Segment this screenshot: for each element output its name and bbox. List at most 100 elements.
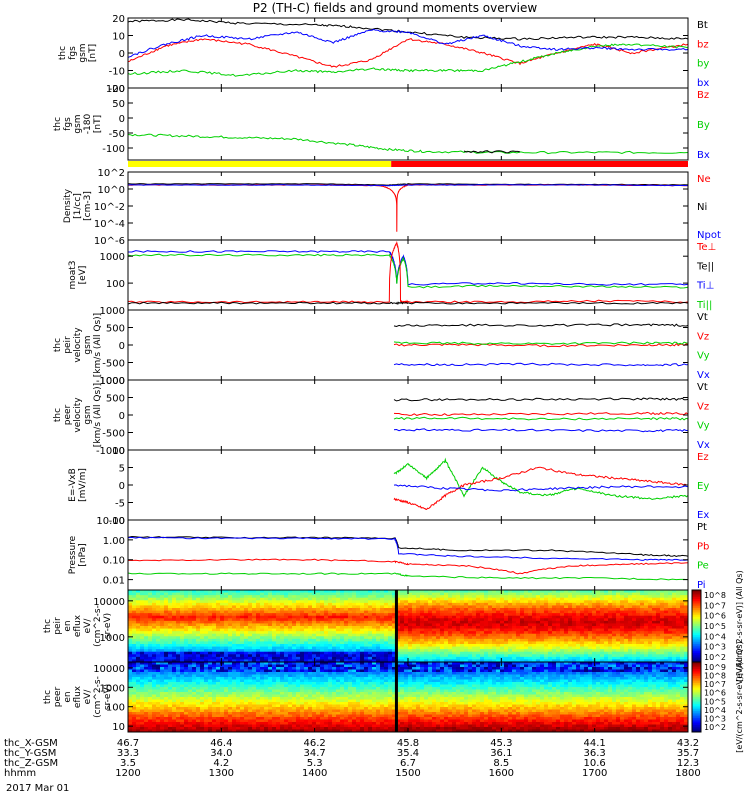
heatmap-cell	[220, 613, 225, 617]
heatmap-cell	[396, 600, 401, 604]
heatmap-cell	[160, 608, 165, 611]
heatmap-cell	[648, 641, 653, 645]
heatmap-cell	[580, 659, 585, 663]
heatmap-cell	[460, 646, 465, 650]
heatmap-cell	[384, 641, 389, 645]
heatmap-cell	[136, 597, 141, 601]
heatmap-cell	[408, 654, 413, 658]
heatmap-cell	[172, 592, 177, 596]
heatmap-cell	[216, 684, 221, 688]
heatmap-cell	[364, 644, 369, 647]
heatmap-cell	[320, 623, 325, 627]
heatmap-cell	[604, 644, 609, 647]
heatmap-cell	[428, 592, 433, 596]
heatmap-cell	[564, 615, 569, 619]
heatmap-cell	[136, 714, 141, 718]
heatmap-cell	[364, 592, 369, 596]
heatmap-cell	[172, 600, 177, 604]
heatmap-cell	[424, 651, 429, 655]
heatmap-cell	[280, 608, 285, 611]
heatmap-cell	[456, 649, 461, 653]
heatmap-cell	[584, 656, 589, 660]
heatmap-cell	[660, 623, 665, 627]
heatmap-cell	[192, 641, 197, 645]
heatmap-cell	[172, 641, 177, 645]
heatmap-cell	[284, 654, 289, 658]
heatmap-cell	[236, 628, 241, 632]
heatmap-cell	[624, 602, 629, 606]
heatmap-cell	[424, 613, 429, 617]
heatmap-cell	[496, 656, 501, 660]
heatmap-cell	[620, 590, 625, 593]
heatmap-cell	[404, 659, 409, 663]
heatmap-cell	[508, 626, 513, 629]
heatmap-cell	[208, 595, 213, 599]
colorbar-cell	[692, 647, 701, 650]
heatmap-cell	[640, 600, 645, 604]
heatmap-cell	[256, 654, 261, 658]
heatmap-cell	[476, 600, 481, 604]
heatmap-cell	[432, 595, 437, 599]
heatmap-cell	[200, 707, 205, 710]
heatmap-cell	[388, 618, 393, 622]
heatmap-cell	[168, 697, 173, 700]
heatmap-cell	[564, 633, 569, 637]
heatmap-cell	[416, 641, 421, 645]
heatmap-cell	[556, 602, 561, 606]
heatmap-cell	[624, 626, 629, 629]
heatmap-cell	[220, 654, 225, 658]
heatmap-cell	[676, 649, 681, 653]
heatmap-cell	[416, 656, 421, 660]
heatmap-cell	[424, 631, 429, 635]
heatmap-cell	[220, 664, 225, 668]
heatmap-cell	[204, 597, 209, 601]
heatmap-cell	[328, 613, 333, 617]
heatmap-cell	[496, 626, 501, 629]
heatmap-cell	[140, 623, 145, 627]
heatmap-cell	[368, 600, 373, 604]
heatmap-cell	[632, 600, 637, 604]
figure-title: P2 (TH-C) fields and ground moments over…	[252, 1, 538, 15]
heatmap-cell	[548, 608, 553, 611]
heatmap-cell	[452, 633, 457, 637]
heatmap-cell	[268, 641, 273, 645]
heatmap-cell	[148, 709, 153, 713]
y-tick-label: -20	[109, 84, 125, 95]
heatmap-cell	[208, 651, 213, 655]
heatmap-cell	[300, 638, 305, 642]
heatmap-cell	[512, 613, 517, 617]
heatmap-cell	[156, 620, 161, 624]
heatmap-cell	[384, 620, 389, 624]
heatmap-cell	[676, 608, 681, 611]
heatmap-cell	[632, 590, 637, 593]
heatmap-cell	[140, 654, 145, 658]
heatmap-cell	[176, 644, 181, 647]
heatmap-cell	[500, 631, 505, 635]
heatmap-cell	[128, 597, 133, 601]
heatmap-cell	[424, 649, 429, 653]
heatmap-cell	[680, 613, 685, 617]
heatmap-cell	[496, 623, 501, 627]
heatmap-cell	[516, 615, 521, 619]
heatmap-cell	[584, 651, 589, 655]
heatmap-cell	[156, 649, 161, 653]
heatmap-cell	[384, 656, 389, 660]
heatmap-cell	[380, 656, 385, 660]
heatmap-cell	[568, 656, 573, 660]
heatmap-cell	[676, 656, 681, 660]
heatmap-cell	[188, 692, 193, 695]
heatmap-cell	[452, 592, 457, 596]
heatmap-cell	[312, 651, 317, 655]
heatmap-cell	[680, 597, 685, 601]
heatmap-cell	[580, 602, 585, 606]
heatmap-cell	[492, 636, 497, 640]
heatmap-cell	[272, 613, 277, 617]
heatmap-cell	[628, 649, 633, 653]
heatmap-cell	[344, 595, 349, 599]
heatmap-cell	[188, 605, 193, 609]
heatmap-cell	[272, 656, 277, 660]
heatmap-cell	[404, 620, 409, 624]
heatmap-cell	[528, 638, 533, 642]
heatmap-cell	[260, 597, 265, 601]
heatmap-cell	[400, 626, 405, 629]
